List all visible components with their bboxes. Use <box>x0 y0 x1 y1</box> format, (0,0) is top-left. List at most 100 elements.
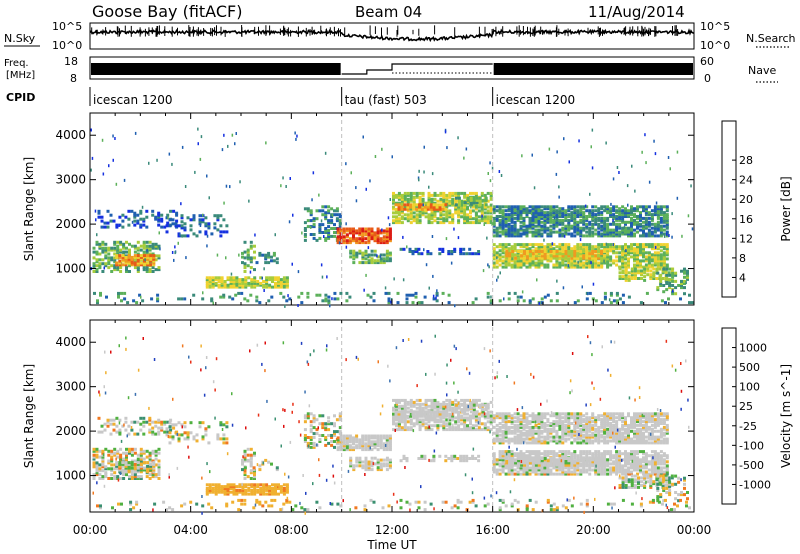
range-gate-cell <box>520 250 524 253</box>
colorbar-tick-label: 20 <box>739 193 753 206</box>
range-gate-cell <box>582 263 586 267</box>
range-gate-cell <box>112 418 116 422</box>
range-gate-cell <box>352 255 356 259</box>
range-gate-cell <box>483 219 487 223</box>
range-gate-cell <box>151 209 155 213</box>
range-gate-cell <box>531 220 535 224</box>
range-gate-cell <box>442 209 446 213</box>
range-gate-cell <box>656 271 660 275</box>
range-gate-cell <box>543 230 547 234</box>
range-gate-cell <box>382 261 386 265</box>
range-gate-cell <box>507 224 511 228</box>
cpid-segment-label: icescan 1200 <box>93 93 172 107</box>
range-gate-cell <box>174 224 178 228</box>
range-gate-cell <box>588 259 592 263</box>
range-gate-cell <box>492 458 496 462</box>
range-gate-cell <box>495 253 499 257</box>
scatter-cell <box>488 265 490 269</box>
range-gate-cell <box>96 301 99 305</box>
range-gate-cell <box>646 273 650 277</box>
range-gate-cell <box>409 193 413 197</box>
range-gate-cell <box>113 256 117 260</box>
range-gate-cell <box>361 233 365 237</box>
range-gate-cell <box>579 265 583 269</box>
range-gate-cell <box>495 230 499 234</box>
range-gate-cell <box>561 256 565 260</box>
range-gate-cell <box>615 218 619 222</box>
range-gate-cell <box>555 252 559 256</box>
range-gate-cell <box>133 215 137 219</box>
range-gate-cell <box>546 216 550 220</box>
range-gate-cell <box>537 261 541 265</box>
range-gate-cell <box>115 263 119 267</box>
range-gate-cell <box>205 276 209 280</box>
range-gate-cell <box>457 412 461 416</box>
range-gate-cell <box>397 422 401 426</box>
range-gate-cell <box>522 243 526 247</box>
range-gate-cell <box>495 245 499 249</box>
range-gate-cell <box>603 247 607 251</box>
range-gate-cell <box>495 462 499 466</box>
range-gate-cell <box>603 250 606 253</box>
range-gate-cell <box>243 477 247 480</box>
range-gate-cell <box>133 246 137 250</box>
range-gate-cell <box>585 216 589 220</box>
range-gate-cell <box>442 404 446 408</box>
range-gate-cell <box>606 234 610 238</box>
range-gate-cell <box>249 266 253 270</box>
range-gate-cell <box>534 263 538 267</box>
range-gate-cell <box>662 215 666 218</box>
range-gate-cell <box>653 209 657 213</box>
range-gate-cell <box>445 197 449 201</box>
range-gate-cell <box>309 420 313 424</box>
range-gate-cell <box>463 410 467 414</box>
range-gate-cell <box>409 400 413 404</box>
range-gate-cell <box>400 203 404 207</box>
range-gate-cell <box>484 405 488 409</box>
range-gate-cell <box>270 295 274 299</box>
range-gate-cell <box>421 213 425 217</box>
range-gate-cell <box>95 252 99 256</box>
range-gate-cell <box>385 446 389 450</box>
range-gate-cell <box>519 228 523 232</box>
range-gate-cell <box>430 197 434 201</box>
range-gate-cell <box>142 217 146 221</box>
range-gate-cell <box>423 454 427 458</box>
range-gate-cell <box>507 261 511 265</box>
range-gate-cell <box>127 470 131 474</box>
range-gate-cell <box>558 261 562 265</box>
range-gate-cell <box>603 245 607 249</box>
range-gate-cell <box>364 241 368 245</box>
range-gate-cell <box>152 257 156 261</box>
range-gate-cell <box>98 262 102 266</box>
range-gate-cell <box>659 232 663 236</box>
range-gate-cell <box>183 222 187 226</box>
range-gate-cell <box>540 215 544 218</box>
scatter-cell <box>146 248 148 252</box>
range-gate-cell <box>306 207 310 211</box>
range-gate-cell <box>561 252 565 256</box>
range-gate-cell <box>204 427 208 431</box>
range-gate-cell <box>636 230 639 234</box>
scatter-cell <box>199 224 202 227</box>
range-gate-cell <box>466 205 469 209</box>
range-gate-cell <box>154 217 158 221</box>
range-gate-cell <box>265 281 269 285</box>
range-gate-cell <box>561 222 565 226</box>
range-gate-cell <box>441 291 445 295</box>
range-gate-cell <box>671 292 675 296</box>
range-gate-cell <box>615 205 619 209</box>
range-gate-cell <box>609 259 613 263</box>
range-gate-cell <box>486 199 490 203</box>
range-gate-cell <box>615 251 619 255</box>
range-gate-cell <box>540 245 544 249</box>
range-gate-cell <box>420 457 424 460</box>
range-gate-cell <box>498 450 502 454</box>
range-gate-cell <box>249 460 253 464</box>
range-gate-cell <box>338 215 342 219</box>
range-gate-cell <box>358 237 362 241</box>
range-gate-cell <box>659 245 663 249</box>
scatter-cell <box>331 297 333 301</box>
range-gate-cell <box>510 205 514 209</box>
range-gate-cell <box>495 216 499 220</box>
